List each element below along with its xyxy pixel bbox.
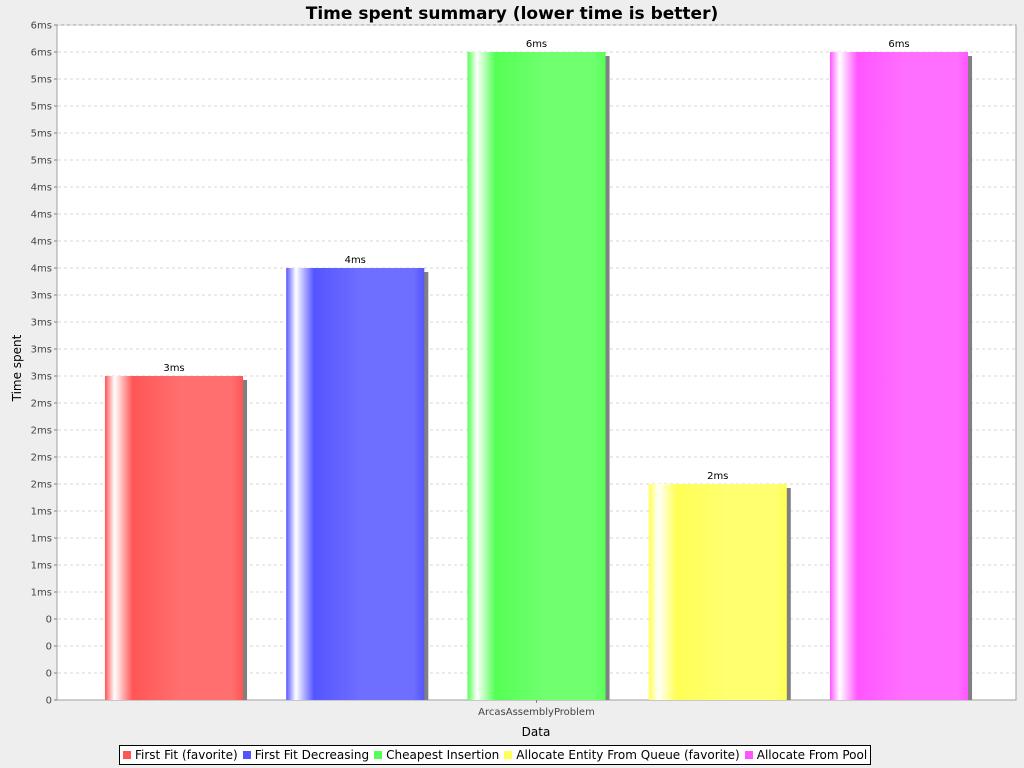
bar-value-label: 2ms xyxy=(707,471,728,482)
legend-item: First Fit Decreasing xyxy=(242,748,370,762)
legend-label: Cheapest Insertion xyxy=(386,748,500,762)
legend-label: First Fit (favorite) xyxy=(135,748,238,762)
legend-swatch xyxy=(744,751,753,759)
bar xyxy=(829,52,969,700)
y-tick-label: 3ms xyxy=(31,345,52,356)
y-tick-label: 0 xyxy=(46,642,52,653)
y-tick-label: 1ms xyxy=(31,588,52,599)
y-tick-label: 4ms xyxy=(31,210,52,221)
y-tick-label: 2ms xyxy=(31,426,52,437)
bar xyxy=(648,484,787,700)
y-tick-label: 6ms xyxy=(31,48,52,59)
y-tick-label: 3ms xyxy=(31,291,52,302)
y-tick-label: 5ms xyxy=(31,156,52,167)
y-tick-label: 1ms xyxy=(31,561,52,572)
legend-swatch xyxy=(123,751,131,759)
y-tick-label: 6ms xyxy=(31,21,52,32)
bar xyxy=(467,52,606,700)
x-tick-label: ArcasAssemblyProblem xyxy=(478,707,595,718)
legend-swatch xyxy=(242,751,251,759)
bar xyxy=(286,268,425,700)
y-tick-label: 5ms xyxy=(31,75,52,86)
y-tick-label: 2ms xyxy=(31,480,52,491)
bar-value-label: 6ms xyxy=(888,39,909,50)
y-tick-label: 3ms xyxy=(31,372,52,383)
value-labels: 3ms 4ms 6ms 2ms 6ms xyxy=(163,39,909,482)
legend-swatch xyxy=(504,751,513,759)
chart-title: Time spent summary (lower time is better… xyxy=(306,4,718,24)
y-tick-label: 0 xyxy=(46,615,52,626)
y-axis-label: Time spent xyxy=(10,334,24,402)
y-tick-label: 3ms xyxy=(31,318,52,329)
y-tick-label: 2ms xyxy=(31,399,52,410)
y-tick-label: 1ms xyxy=(31,534,52,545)
y-tick-label: 1ms xyxy=(31,507,52,518)
y-tick-label: 2ms xyxy=(31,453,52,464)
legend-swatch xyxy=(374,751,383,759)
bar-value-label: 4ms xyxy=(345,255,366,266)
y-tick-label: 5ms xyxy=(31,102,52,113)
bar-value-label: 6ms xyxy=(526,39,547,50)
x-axis-ticks: ArcasAssemblyProblem xyxy=(478,700,595,718)
y-axis-ticks: 0 0 0 0 1ms 1ms 1ms 1ms 2ms 2ms 2ms 2ms 3ms 3ms 3ms 3ms… xyxy=(31,21,57,707)
y-tick-label: 0 xyxy=(46,669,52,680)
legend-label: Allocate From Pool xyxy=(756,748,868,762)
legend-item: First Fit (favorite) xyxy=(123,748,238,762)
bar xyxy=(104,376,244,700)
y-tick-label: 4ms xyxy=(31,264,52,275)
y-tick-label: 4ms xyxy=(31,183,52,194)
legend: First Fit (favorite) First Fit Decreasing… xyxy=(119,745,872,765)
bars xyxy=(104,52,973,700)
legend-item: Cheapest Insertion xyxy=(374,748,499,762)
legend-label: Allocate Entity From Queue (favorite) xyxy=(516,748,740,762)
legend-item: Allocate From Pool xyxy=(744,748,868,762)
y-tick-label: 0 xyxy=(46,696,52,707)
x-axis-label: Data xyxy=(522,725,551,739)
bar-value-label: 3ms xyxy=(163,363,184,374)
y-tick-label: 5ms xyxy=(31,129,52,140)
y-tick-label: 4ms xyxy=(31,237,52,248)
legend-item: Allocate Entity From Queue (favorite) xyxy=(504,748,740,762)
legend-label: First Fit Decreasing xyxy=(254,748,370,762)
